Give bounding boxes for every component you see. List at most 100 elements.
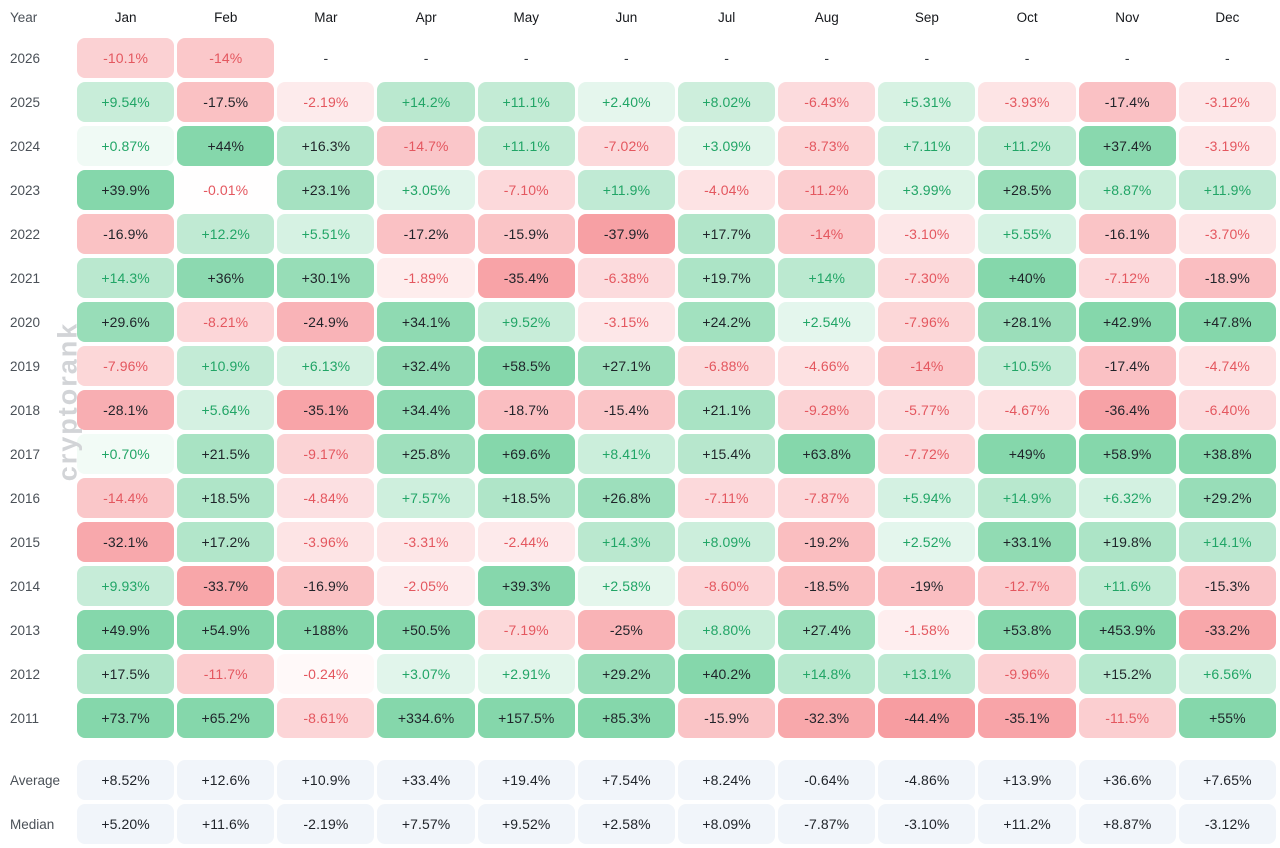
month-header: Apr [415, 9, 437, 25]
return-cell: -4.66% [778, 346, 876, 386]
return-cell: -2.44% [477, 522, 575, 562]
return-cell: +63.8% [778, 434, 876, 474]
return-cell: +49% [978, 434, 1076, 474]
return-cell: +10.5% [978, 346, 1076, 386]
return-cell: -44.4% [878, 698, 976, 738]
empty-cell: - [1124, 50, 1130, 66]
return-cell: +33.1% [978, 522, 1076, 562]
return-cell: -7.72% [878, 434, 976, 474]
summary-cell: +7.57% [377, 804, 475, 844]
empty-cell: - [724, 50, 729, 66]
return-cell: -7.30% [878, 258, 976, 298]
year-label: 2022 [10, 226, 41, 242]
return-cell: +6.32% [1078, 478, 1176, 518]
return-cell: +49.9% [77, 610, 175, 650]
return-cell: -25% [577, 610, 675, 650]
return-cell: -6.88% [677, 346, 776, 386]
return-cell: +3.09% [677, 126, 776, 166]
return-cell: +6.13% [277, 346, 375, 386]
return-cell: -2.19% [277, 82, 375, 122]
return-cell: +29.6% [77, 302, 175, 342]
return-cell: -15.4% [577, 390, 675, 430]
return-cell: +8.41% [577, 434, 675, 474]
return-cell: +40.2% [677, 654, 776, 694]
return-cell: +27.1% [577, 346, 675, 386]
summary-cell: +13.9% [978, 760, 1076, 800]
return-cell: -3.15% [577, 302, 675, 342]
return-cell: +2.58% [577, 566, 675, 606]
return-cell: +34.4% [377, 390, 475, 430]
month-header: Jun [615, 9, 638, 25]
return-cell: +39.9% [77, 170, 175, 210]
return-cell: -6.38% [577, 258, 675, 298]
return-cell: +19.7% [677, 258, 776, 298]
return-cell: -35.1% [978, 698, 1076, 738]
return-cell: +10.9% [177, 346, 275, 386]
return-cell: +17.7% [677, 214, 776, 254]
return-cell: +5.55% [978, 214, 1076, 254]
year-label: 2017 [10, 446, 41, 462]
return-cell: +0.70% [77, 434, 175, 474]
year-label: 2011 [10, 710, 40, 726]
return-cell: +2.91% [477, 654, 575, 694]
empty-cell: - [323, 50, 329, 66]
return-cell: +14.3% [77, 258, 175, 298]
return-cell: -14.4% [77, 478, 175, 518]
return-cell: -17.4% [1078, 346, 1176, 386]
return-cell: +40% [978, 258, 1076, 298]
year-label: 2020 [10, 314, 41, 330]
return-cell: -11.2% [778, 170, 876, 210]
return-cell: +39.3% [477, 566, 575, 606]
summary-divider [4, 742, 1276, 756]
return-cell: -17.2% [377, 214, 475, 254]
return-cell: +85.3% [577, 698, 675, 738]
return-cell: +3.07% [377, 654, 475, 694]
return-cell: +7.11% [878, 126, 976, 166]
return-cell: +8.09% [677, 522, 776, 562]
return-cell: -19% [878, 566, 976, 606]
return-cell: +9.54% [77, 82, 175, 122]
return-cell: +26.8% [577, 478, 675, 518]
year-label: 2012 [10, 666, 41, 682]
return-cell: +11.6% [1078, 566, 1176, 606]
return-cell: +17.2% [177, 522, 275, 562]
return-cell: +58.9% [1078, 434, 1176, 474]
year-label: 2016 [10, 490, 41, 506]
month-header: Mar [314, 9, 338, 25]
year-label: 2023 [10, 182, 41, 198]
return-cell: +14.2% [377, 82, 475, 122]
empty-cell: - [1024, 50, 1030, 66]
return-cell: +29.2% [1178, 478, 1276, 518]
summary-cell: +7.65% [1178, 760, 1276, 800]
return-cell: +27.4% [778, 610, 876, 650]
return-cell: +69.6% [477, 434, 575, 474]
return-cell: +32.4% [377, 346, 475, 386]
return-cell: -11.5% [1078, 698, 1176, 738]
summary-cell: +8.52% [77, 760, 175, 800]
return-cell: -3.93% [978, 82, 1076, 122]
year-label: 2018 [10, 402, 41, 418]
month-header: Sep [914, 9, 939, 25]
return-cell: -18.5% [778, 566, 876, 606]
return-cell: +55% [1178, 698, 1276, 738]
return-cell: -7.02% [577, 126, 675, 166]
return-cell: -7.19% [477, 610, 575, 650]
return-cell: +73.7% [77, 698, 175, 738]
return-cell: +42.9% [1078, 302, 1176, 342]
return-cell: -8.21% [177, 302, 275, 342]
summary-label: Median [10, 816, 55, 832]
return-cell: +11.9% [577, 170, 675, 210]
return-cell: +11.9% [1178, 170, 1276, 210]
return-cell: -12.7% [978, 566, 1076, 606]
return-cell: -7.11% [677, 478, 776, 518]
return-cell: -9.17% [277, 434, 375, 474]
return-cell: +3.99% [878, 170, 976, 210]
return-cell: -9.28% [778, 390, 876, 430]
return-cell: -2.05% [377, 566, 475, 606]
empty-cell: - [924, 50, 930, 66]
return-cell: +28.1% [978, 302, 1076, 342]
return-cell: +16.3% [277, 126, 375, 166]
summary-cell: -7.87% [778, 804, 876, 844]
return-cell: -9.96% [978, 654, 1076, 694]
return-cell: +9.93% [77, 566, 175, 606]
